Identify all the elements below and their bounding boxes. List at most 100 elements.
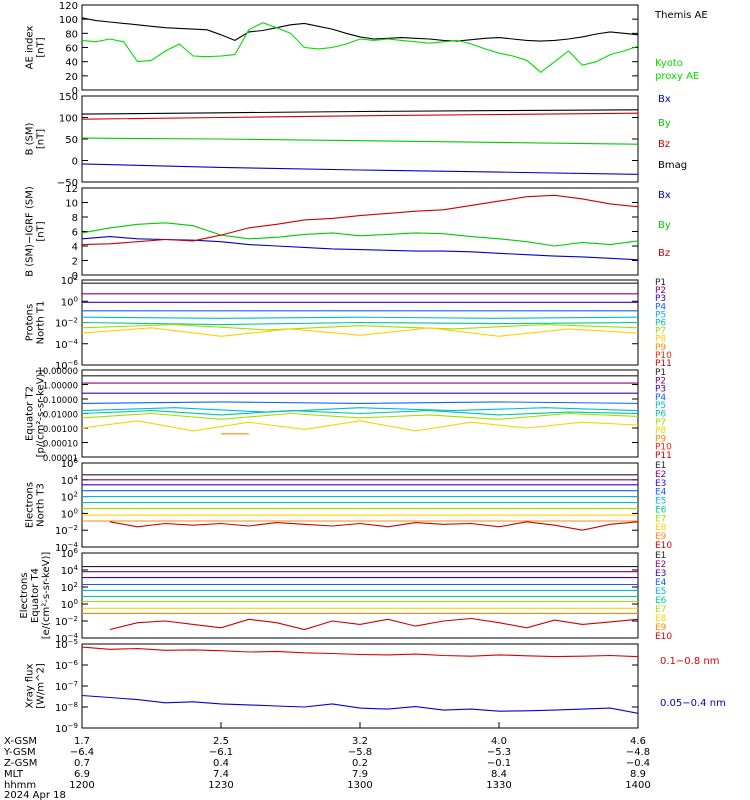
ephemeris-value: 0.7: [74, 758, 90, 769]
legend-p11: P11: [655, 451, 672, 461]
legend-e3: E3: [655, 479, 666, 489]
series-bmag-line: [81, 109, 639, 115]
panel-4-ytick-label: 10−2: [55, 317, 78, 330]
panel-5-ytick-label: 0.10000: [43, 396, 78, 406]
ephemeris-label-hhmm: hhmm: [4, 780, 36, 791]
legend-p9: P9: [655, 434, 666, 444]
panel-3-ytick-label: 2: [72, 257, 78, 268]
panel-1-ytick-label: 20: [65, 72, 78, 83]
legend-p9: P9: [655, 343, 666, 353]
ephemeris-value: 4.6: [630, 736, 646, 747]
panel-3-ytick-label: 6: [72, 228, 78, 239]
panel-6-ytick-label: 10−2: [55, 524, 78, 537]
panel-7-ytick-label: 106: [61, 547, 79, 560]
panel-1-frame: [81, 4, 639, 91]
panel-1-ytick-label: 60: [65, 44, 78, 55]
panel-5-ytick-label: 0.00100: [43, 425, 78, 435]
series-p8-line: [81, 327, 639, 337]
panel-5-ytick-label: 0.00001: [43, 454, 78, 464]
panel-1-ytick-label: 120: [59, 1, 78, 12]
panel-3-ytick-label: 12: [65, 184, 78, 195]
legend-e9: E9: [655, 623, 667, 633]
series-bz-line: [81, 112, 639, 120]
legend-e10: E10: [655, 632, 672, 642]
panel-6-ylabel: North T3: [36, 483, 47, 527]
legend-e7: E7: [655, 514, 666, 524]
panel-2-ytick-label: −50: [57, 178, 78, 189]
ephemeris-value: −6.1: [209, 747, 233, 758]
series-p7-line: [81, 324, 639, 331]
series-by-line: [81, 137, 639, 145]
legend-e8: E8: [655, 614, 667, 624]
legend-p2: P2: [655, 376, 666, 386]
series-p5-line: [81, 316, 639, 319]
ephemeris-label-x-gsm: X-GSM: [4, 736, 37, 747]
legend-p1: P1: [655, 368, 666, 378]
legend-bmag: Bmag: [658, 160, 687, 171]
ephemeris-value: 1330: [486, 780, 511, 791]
legend-p3: P3: [655, 385, 666, 395]
panel-4-ytick-label: 10−6: [55, 359, 79, 372]
legend-by: By: [658, 118, 671, 129]
series-p8-line: [81, 420, 639, 432]
panel-2-ylabel: [nT]: [36, 129, 47, 149]
legend-by: By: [658, 220, 671, 231]
ephemeris-value: −0.4: [626, 758, 650, 769]
panel-7-ylabel: [e/(cm²-s-sr-keV)]: [41, 552, 52, 640]
legend-p1: P1: [655, 278, 666, 288]
panel-1-ytick-label: 0: [72, 86, 78, 97]
legend-e2: E2: [655, 560, 666, 570]
ephemeris-value: 1300: [347, 780, 372, 791]
legend-e8: E8: [655, 523, 667, 533]
ephemeris-value: −0.1: [487, 758, 511, 769]
ephemeris-value: −5.3: [487, 747, 511, 758]
panel-3-frame: [81, 187, 639, 276]
panel-8-ytick-label: 10−5: [55, 638, 78, 651]
legend-p5: P5: [655, 401, 666, 411]
panel-4-ytick-label: 102: [61, 274, 78, 287]
series-p7-line: [81, 412, 639, 420]
series-p6-line: [81, 410, 639, 416]
panel-8-ytick-label: 10−6: [55, 659, 79, 672]
ephemeris-value: −4.8: [626, 747, 650, 758]
legend-p10: P10: [655, 351, 672, 361]
series-bx-line: [81, 236, 639, 261]
panel-7-ytick-label: 102: [61, 581, 78, 594]
legend-bx: Bx: [658, 94, 671, 105]
panel-4-ylabel: Protons: [25, 304, 36, 341]
panel-6-ylabel: Electrons: [25, 482, 36, 528]
legend-p7: P7: [655, 418, 666, 428]
series-bz-line: [81, 194, 639, 246]
ephemeris-value: 8.9: [630, 769, 646, 780]
panel-6-ytick-label: 104: [61, 474, 79, 487]
legend-p7: P7: [655, 327, 666, 337]
legend-e2: E2: [655, 470, 666, 480]
series-p4-line: [81, 401, 639, 404]
legend-p10: P10: [655, 443, 672, 453]
ephemeris-value: 1200: [69, 780, 94, 791]
legend-p4: P4: [655, 393, 666, 403]
panel-5-ylabel: [p/(cm²-s-sr-keV)]: [36, 370, 47, 458]
legend-bz: Bz: [658, 248, 670, 259]
ephemeris-value: 1400: [625, 780, 650, 791]
ephemeris-label-y-gsm: Y-GSM: [3, 747, 36, 758]
series-bx-line: [81, 163, 639, 175]
legend-p6: P6: [655, 319, 666, 329]
panel-3-ytick-label: 4: [72, 242, 78, 253]
panel-1-ytick-label: 40: [65, 58, 78, 69]
panel-3-ytick-label: 0: [72, 271, 78, 282]
panel-4-ytick-label: 10−4: [55, 338, 79, 351]
legend-e7: E7: [655, 605, 666, 615]
ephemeris-value: 2.5: [213, 736, 229, 747]
legend-e10: E10: [655, 541, 672, 551]
legend-e5: E5: [655, 587, 666, 597]
legend-e5: E5: [655, 497, 666, 507]
legend-bx: Bx: [658, 190, 671, 201]
series-themis-ae-line: [81, 17, 639, 42]
panel-5-ytick-label: 0.00010: [43, 440, 78, 450]
panel-6-ytick-label: 100: [61, 507, 78, 520]
legend-p2: P2: [655, 286, 666, 296]
panel-2-ytick-label: 150: [59, 92, 78, 103]
ephemeris-value: −5.8: [348, 747, 372, 758]
